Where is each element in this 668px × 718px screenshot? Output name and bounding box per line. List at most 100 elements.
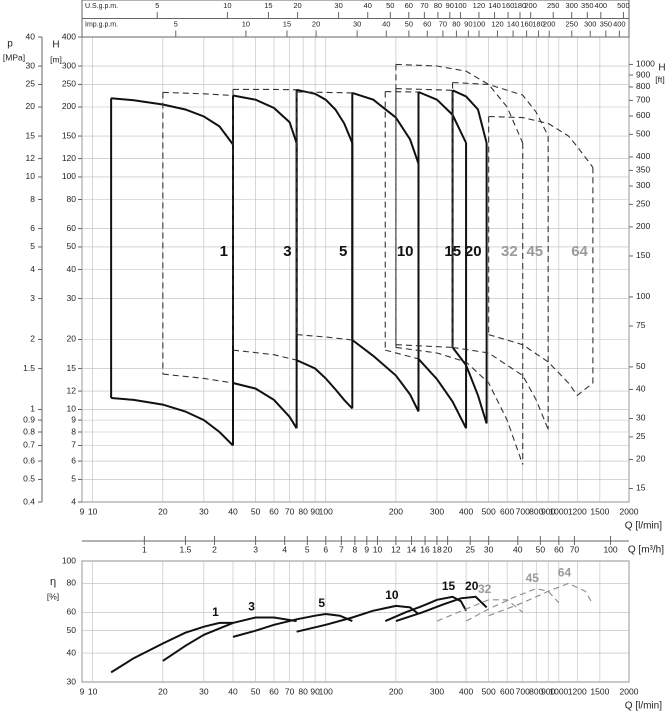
x2-tick-label: 8 <box>353 544 358 554</box>
y2-tick-label: 600 <box>636 110 650 120</box>
y-tick-label: 80 <box>67 578 77 588</box>
p-tick-label: 0.7 <box>23 440 35 450</box>
x-tick-label: 9 <box>80 506 85 516</box>
top-axis-tick-label: 120 <box>491 19 504 28</box>
x2-tick-label: 100 <box>603 544 617 554</box>
x2-tick-label: 3 <box>253 544 258 554</box>
x-tick-label: 300 <box>430 686 444 696</box>
x-tick-label: 1200 <box>568 686 587 696</box>
x-tick-label: 100 <box>319 686 333 696</box>
p-tick-label: 15 <box>26 130 36 140</box>
top-axis-tick-label: 350 <box>600 19 613 28</box>
y2-tick-label: 900 <box>636 69 650 79</box>
y-tick-label: 150 <box>62 130 76 140</box>
top-axis-tick-label: 50 <box>405 19 413 28</box>
top-axis-tick-label: 160 <box>520 19 533 28</box>
y2-tick-label: 200 <box>636 221 650 231</box>
x2-tick-label: 2 <box>212 544 217 554</box>
top-axis-tick-label: 400 <box>613 19 626 28</box>
y-tick-label: 30 <box>67 293 77 303</box>
x-tick-label: 40 <box>228 506 238 516</box>
y-tick-label: 50 <box>67 241 77 251</box>
p-tick-label: 5 <box>30 241 35 251</box>
p-tick-label: 0.5 <box>23 474 35 484</box>
top-axis-tick-label: 40 <box>382 19 390 28</box>
p-axis-label: p <box>7 39 13 50</box>
top-axis-tick-label: 250 <box>547 1 560 10</box>
p-tick-label: 40 <box>26 31 36 41</box>
x-tick-label: 700 <box>516 686 530 696</box>
p-tick-label: 0.6 <box>23 455 35 465</box>
y2-tick-label: 15 <box>636 483 646 493</box>
series-label: 20 <box>465 579 479 593</box>
x2-tick-label: 1 <box>142 544 147 554</box>
top-axis-tick-label: 10 <box>242 19 250 28</box>
x2-tick-label: 18 <box>432 544 442 554</box>
series-label: 1 <box>212 605 219 619</box>
x2-tick-label: 14 <box>407 544 417 554</box>
top-axis-tick-label: 350 <box>581 1 594 10</box>
x2-tick-label: 7 <box>339 544 344 554</box>
p-tick-label: 20 <box>26 101 36 111</box>
y2-tick-label: 20 <box>636 454 646 464</box>
series-label: 5 <box>318 596 325 610</box>
y-tick-label: 5 <box>71 474 76 484</box>
top-axis-tick-label: 300 <box>565 1 578 10</box>
y-tick-label: 60 <box>67 607 77 617</box>
y2-axis-unit: [ft] <box>655 74 664 84</box>
p-tick-label: 0.4 <box>23 496 35 506</box>
x-tick-label: 30 <box>199 686 209 696</box>
y-tick-label: 7 <box>71 440 76 450</box>
x-tick-label: 700 <box>516 506 530 516</box>
x-tick-label: 40 <box>228 686 238 696</box>
x-tick-label: 1200 <box>568 506 587 516</box>
y2-tick-label: 250 <box>636 199 650 209</box>
y-tick-label: 120 <box>62 153 76 163</box>
y2-tick-label: 30 <box>636 413 646 423</box>
y-axis-unit: [m] <box>50 54 62 64</box>
x-tick-label: 9 <box>80 686 85 696</box>
series-label: 45 <box>526 243 543 260</box>
series-label: 32 <box>501 243 518 260</box>
p-tick-label: 3 <box>30 293 35 303</box>
p-tick-label: 0.9 <box>23 414 35 424</box>
y-tick-label: 30 <box>67 676 77 686</box>
y2-tick-label: 40 <box>636 384 646 394</box>
y2-tick-label: 300 <box>636 180 650 190</box>
x-tick-label: 500 <box>482 506 496 516</box>
top-axis-tick-label: 60 <box>405 1 413 10</box>
x-tick-label: 2000 <box>620 686 639 696</box>
top-axis-tick-label: 60 <box>423 19 431 28</box>
x-tick-label: 60 <box>269 506 279 516</box>
y-tick-label: 10 <box>67 404 77 414</box>
p-tick-label: 4 <box>30 264 35 274</box>
x-tick-label: 70 <box>285 686 295 696</box>
series-label: 32 <box>478 582 492 596</box>
y2-tick-label: 25 <box>636 431 646 441</box>
top-axis-tick-label: 120 <box>473 1 486 10</box>
top-axis-tick-label: 15 <box>264 1 272 10</box>
top-axis-tick-label: 200 <box>543 19 556 28</box>
y2-tick-label: 1000 <box>636 59 655 69</box>
top-axis-tick-label: 140 <box>488 1 501 10</box>
p-tick-label: 10 <box>26 171 36 181</box>
top-axis-tick-label: 50 <box>386 1 394 10</box>
y2-axis-label: H <box>658 63 665 74</box>
x-tick-label: 1500 <box>590 506 609 516</box>
y-tick-label: 50 <box>67 625 77 635</box>
x2-axis-label: Q [m³/h] <box>628 545 664 556</box>
plot-area <box>82 561 629 682</box>
x2-tick-label: 50 <box>536 544 546 554</box>
x2-tick-label: 70 <box>570 544 580 554</box>
x-tick-label: 1000 <box>549 686 568 696</box>
y-tick-label: 100 <box>62 555 76 565</box>
top-axis-tick-label: 90 <box>464 19 472 28</box>
x-tick-label: 300 <box>430 506 444 516</box>
top-axis-tick-label: 140 <box>507 19 520 28</box>
top-axis-tick-label: 20 <box>312 19 320 28</box>
y2-tick-label: 150 <box>636 250 650 260</box>
y-tick-label: 60 <box>67 223 77 233</box>
x2-tick-label: 9 <box>364 544 369 554</box>
x-tick-label: 600 <box>500 506 514 516</box>
top-axis-tick-label: 250 <box>566 19 579 28</box>
